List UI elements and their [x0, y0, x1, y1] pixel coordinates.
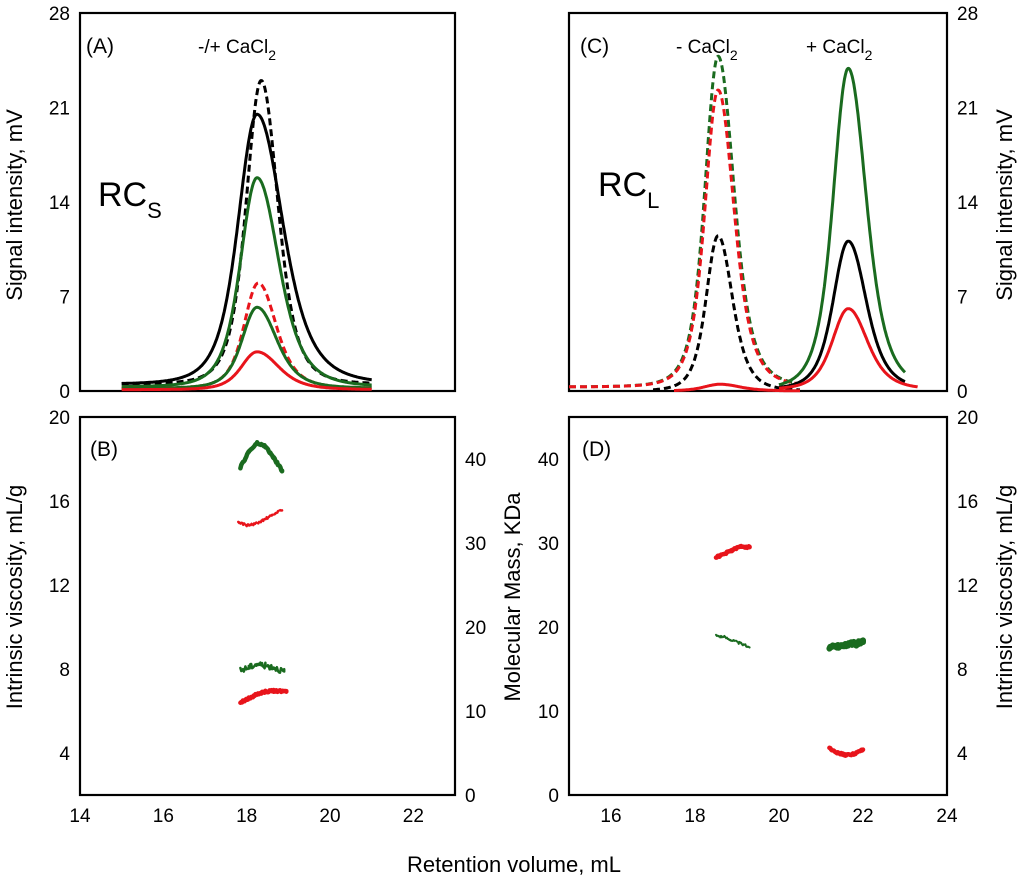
panel-d-xtick-16: 16 — [600, 806, 621, 827]
panel-c-ytick-tick-28: 28 — [957, 4, 978, 25]
panel-a-series-2-black-solid — [121, 112, 373, 385]
panel-c-ytick-tick-7: 7 — [957, 288, 968, 309]
panel-c-series-2-red-dashed — [568, 88, 801, 389]
panel-c-series — [568, 54, 919, 393]
panel-d-ytick-left-tick-30: 30 — [538, 534, 559, 555]
panel-a-ytick-tick-21: 21 — [49, 99, 70, 120]
panel-a-yticks: 0 7 14 21 28 — [49, 4, 71, 403]
panel-c-series-5-black-solid — [778, 239, 906, 389]
panel-c-series-4-green-solid — [778, 66, 907, 387]
panel-d-xtick-22: 22 — [852, 806, 873, 827]
x-axis-label: Retention volume, mL — [407, 852, 621, 877]
panel-d-xtick-24: 24 — [936, 806, 958, 827]
panel-b-frame — [78, 415, 457, 797]
panel-b-series-4-red — [238, 687, 289, 706]
panel-b-ytick-right-tick-30: 30 — [465, 534, 486, 555]
panel-d-ytick-left-tick-20: 20 — [538, 618, 559, 639]
panel-c: 0 7 14 21 28 (C) - CaCl2 + CaCl2 RCL Signal … — [567, 4, 1017, 403]
panel-d-ytick-right-tick-8: 8 — [957, 660, 968, 681]
panel-c-series-7-red-solid — [673, 382, 801, 393]
panel-b-ytick-right-tick-40: 40 — [465, 450, 486, 471]
panel-b-xtick-20: 20 — [319, 806, 340, 827]
panel-d-xtick-20: 20 — [768, 806, 789, 827]
panel-b-ytick-right-tick-0: 0 — [465, 786, 476, 807]
panel-b-series-1-green — [238, 440, 285, 474]
panel-c-yticks: 0 7 14 21 28 — [957, 4, 979, 403]
panel-a-series-4-red-dashed — [121, 281, 373, 390]
panel-d-ytick-left-tick-0: 0 — [548, 786, 559, 807]
panel-b-ytick-left-tick-12: 12 — [49, 576, 70, 597]
panel-d: 0 10 20 30 40 4 8 12 16 20 16 18 20 22 24 (D) Intrinsi… — [538, 408, 1017, 827]
panel-c-ytick-tick-14: 14 — [957, 193, 979, 214]
panel-d-xtick-18: 18 — [684, 806, 705, 827]
panel-b-ytick-right-tick-20: 20 — [465, 618, 486, 639]
panel-b-series-3-green — [239, 661, 286, 674]
panel-a: 0 7 14 21 28 (A) -/+ CaCl2 RCS Signal intens… — [2, 4, 457, 403]
panel-b: 4 8 12 16 20 0 10 20 30 40 14 16 18 20 22 (B) Intrinsi… — [2, 408, 525, 827]
panel-b-xtick-14: 14 — [69, 806, 91, 827]
panel-c-rc-label: RCL — [598, 166, 659, 213]
panel-d-series-3-green — [826, 637, 866, 652]
panel-a-ytick-tick-14: 14 — [49, 193, 71, 214]
panel-b-ytick-left-tick-8: 8 — [59, 660, 70, 681]
panel-b-xtick-16: 16 — [153, 806, 174, 827]
panel-d-series — [713, 543, 866, 758]
panel-a-series-6-red-solid — [121, 350, 373, 392]
panel-d-ytick-right-tick-4: 4 — [957, 744, 968, 765]
panel-d-series-2-green — [715, 633, 751, 649]
panel-b-xtick-18: 18 — [236, 806, 257, 827]
panel-c-series-6-red-solid — [778, 307, 919, 390]
panel-d-series-1-red — [713, 543, 752, 560]
panel-a-series — [121, 79, 373, 392]
panel-b-ytick-right-tick-10: 10 — [465, 702, 486, 723]
panel-b-ytick-left-tick-20: 20 — [49, 408, 70, 429]
panel-c-ytick-tick-0: 0 — [957, 382, 968, 403]
panel-a-ylabel: Signal intensity, mV — [2, 109, 27, 301]
panel-c-series-3-black-dashed — [652, 234, 801, 392]
panel-c-ylabel: Signal intensity, mV — [992, 109, 1017, 301]
panel-a-series-3-green-solid — [121, 176, 373, 389]
panel-b-ytick-left-tick-16: 16 — [49, 492, 70, 513]
panel-c-annotation-plus: + CaCl2 — [806, 37, 873, 63]
panel-b-series-2-red — [237, 508, 284, 528]
panel-d-ytick-right-tick-12: 12 — [957, 576, 978, 597]
panel-b-xtick-22: 22 — [403, 806, 424, 827]
panel-a-ytick-tick-7: 7 — [59, 288, 70, 309]
panel-d-ytick-left-tick-10: 10 — [538, 702, 559, 723]
panel-a-rc-label: RCS — [98, 176, 162, 223]
panel-d-label: (D) — [582, 438, 611, 461]
panel-d-frame — [567, 415, 949, 797]
panel-a-frame — [78, 11, 457, 393]
panel-c-label: (C) — [580, 35, 609, 58]
panel-b-label: (B) — [90, 438, 118, 461]
panel-c-annotation-minus: - CaCl2 — [676, 37, 738, 63]
panel-c-ytick-tick-21: 21 — [957, 99, 978, 120]
panel-b-ytick-left-tick-4: 4 — [59, 744, 70, 765]
panel-d-ticks: 0 10 20 30 40 4 8 12 16 20 16 18 20 22 24 — [538, 408, 978, 827]
panel-d-ytick-left-tick-40: 40 — [538, 450, 559, 471]
panel-a-series-1-black-dashed — [121, 79, 373, 386]
panel-b-ticks: 4 8 12 16 20 0 10 20 30 40 14 16 18 20 22 — [49, 408, 486, 827]
panel-d-ytick-right-tick-16: 16 — [957, 492, 978, 513]
panel-b-series — [237, 440, 289, 706]
panel-a-annotation: -/+ CaCl2 — [198, 37, 276, 63]
panel-c-series-1-green-dashed — [568, 54, 801, 389]
panel-d-ylabel-right: Intrinsic viscosity, mL/g — [992, 485, 1017, 710]
panel-d-ytick-right-tick-20: 20 — [957, 408, 978, 429]
panel-a-label: (A) — [86, 35, 114, 58]
panel-b-ylabel-right: Molecular Mass, KDa — [500, 492, 525, 702]
panel-a-ytick-tick-0: 0 — [59, 382, 70, 403]
panel-b-ylabel-left: Intrinsic viscosity, mL/g — [2, 485, 27, 710]
panel-d-series-4-red — [827, 745, 866, 758]
panel-a-ytick-tick-28: 28 — [49, 4, 70, 25]
